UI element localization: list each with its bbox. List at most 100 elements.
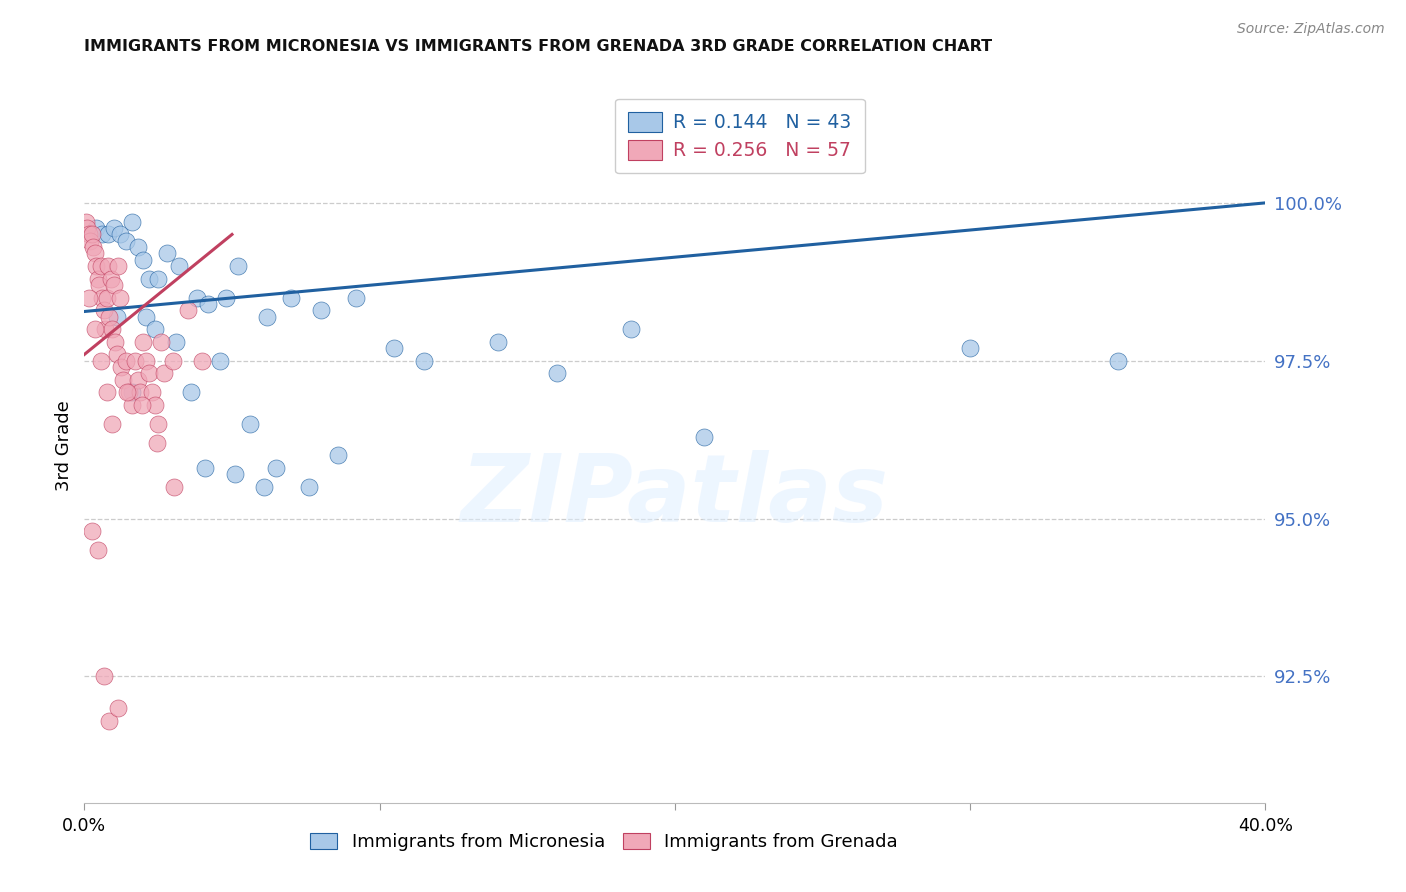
Point [101,322,124,336]
Point [132,252,155,267]
Point [132,334,155,349]
Point [121,385,143,400]
Point [121,215,143,229]
Point [98,714,121,728]
Point [124,353,146,368]
Y-axis label: 3rd Grade: 3rd Grade [55,401,73,491]
Point [114,234,136,248]
Point [108,227,131,242]
Point [148,271,170,285]
Point [90,259,112,273]
Point [138,271,160,285]
Point [89,277,111,292]
Point [165,334,187,349]
Point [328,449,350,463]
Point [91,291,114,305]
Point [107,701,129,715]
Point [105,347,128,361]
Point [129,385,152,400]
Point [97,259,120,273]
Point [413,353,436,368]
Point [619,322,641,336]
Point [100,271,122,285]
Point [82,240,104,254]
Point [209,353,232,368]
Point [150,334,173,349]
Point [256,310,278,324]
Point [194,461,217,475]
Point [103,277,125,292]
Point [1107,353,1129,368]
Point [148,417,170,431]
Point [103,221,125,235]
Point [75,215,97,229]
Point [96,291,118,305]
Point [127,373,149,387]
Point [83,322,105,336]
Point [156,246,179,260]
Point [90,353,112,368]
Text: IMMIGRANTS FROM MICRONESIA VS IMMIGRANTS FROM GRENADA 3RD GRADE CORRELATION CHAR: IMMIGRANTS FROM MICRONESIA VS IMMIGRANTS… [84,38,993,54]
Text: ZIPatlas: ZIPatlas [461,450,889,542]
Point [546,367,568,381]
Point [180,385,202,400]
Point [108,291,131,305]
Point [153,367,176,381]
Point [135,353,157,368]
Point [97,227,120,242]
Point [226,259,249,273]
Point [107,259,129,273]
Point [86,543,108,558]
Point [121,398,143,412]
Point [280,291,302,305]
Point [486,334,509,349]
Point [115,385,138,400]
Point [83,246,105,260]
Point [239,417,262,431]
Point [309,303,332,318]
Legend: Immigrants from Micronesia, Immigrants from Grenada: Immigrants from Micronesia, Immigrants f… [302,825,905,858]
Point [131,398,153,412]
Point [101,417,124,431]
Point [93,669,115,683]
Point [135,310,157,324]
Point [104,334,127,349]
Point [253,480,276,494]
Point [215,291,238,305]
Point [224,467,246,482]
Point [143,398,166,412]
Point [143,322,166,336]
Point [141,385,163,400]
Point [114,353,136,368]
Point [86,271,108,285]
Point [80,227,103,242]
Point [191,353,214,368]
Point [959,341,981,355]
Point [111,373,134,387]
Text: Source: ZipAtlas.com: Source: ZipAtlas.com [1237,22,1385,37]
Point [163,480,186,494]
Point [138,367,160,381]
Point [79,234,101,248]
Point [105,310,128,324]
Point [94,322,117,336]
Point [96,385,118,400]
Point [84,221,107,235]
Point [93,303,115,318]
Point [84,259,107,273]
Point [127,240,149,254]
Point [76,221,98,235]
Point [118,385,141,400]
Point [145,435,167,450]
Point [110,360,132,375]
Point [80,524,103,539]
Point [186,291,208,305]
Text: 40.0%: 40.0% [1237,817,1294,835]
Point [91,227,114,242]
Point [162,353,184,368]
Point [77,227,100,242]
Point [693,429,716,443]
Point [264,461,288,475]
Point [344,291,367,305]
Point [197,297,219,311]
